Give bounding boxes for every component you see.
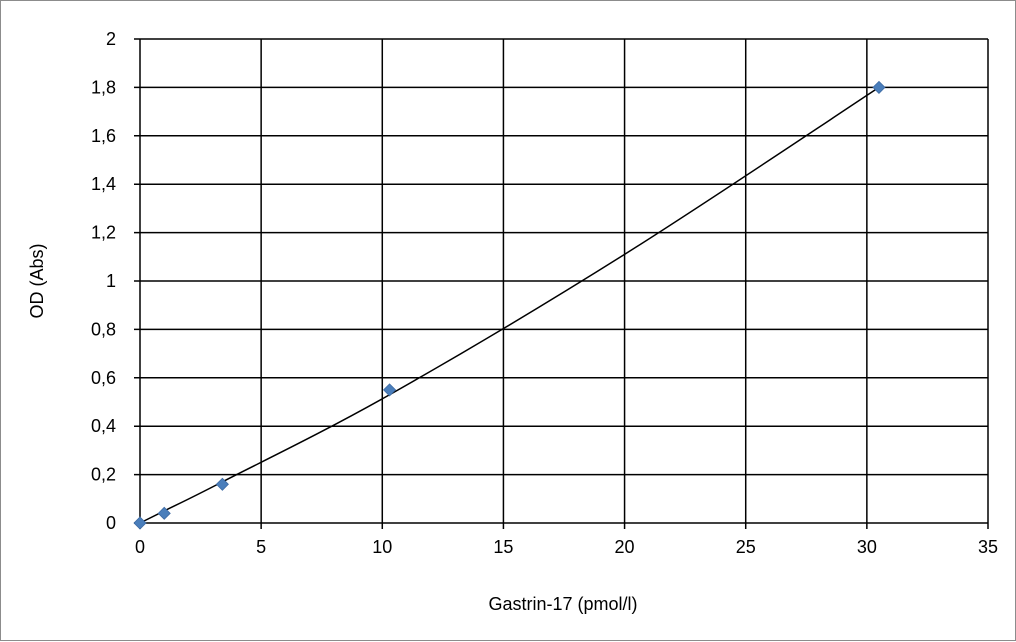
x-tick-label: 10 xyxy=(372,537,392,557)
x-tick-label: 25 xyxy=(736,537,756,557)
y-tick-label: 0,2 xyxy=(91,465,116,485)
x-axis-tick-labels: 0 5 10 15 20 25 30 35 xyxy=(135,537,998,557)
y-tick-label: 1,8 xyxy=(91,77,116,97)
x-tick-label: 30 xyxy=(857,537,877,557)
gridlines xyxy=(134,38,989,529)
y-tick-label: 1 xyxy=(106,271,116,291)
trendline-layer xyxy=(139,86,880,524)
y-tick-label: 0 xyxy=(106,513,116,533)
y-tick-label: 1,6 xyxy=(91,126,116,146)
x-tick-label: 35 xyxy=(978,537,998,557)
x-tick-label: 0 xyxy=(135,537,145,557)
data-point xyxy=(215,477,229,491)
y-axis-title: OD (Abs) xyxy=(27,243,47,318)
y-tick-label: 0,4 xyxy=(91,416,116,436)
data-points xyxy=(133,80,886,530)
y-tick-label: 1,2 xyxy=(91,223,116,243)
x-axis-title: Gastrin-17 (pmol/l) xyxy=(488,594,637,614)
x-tick-label: 15 xyxy=(493,537,513,557)
y-tick-label: 0,6 xyxy=(91,368,116,388)
y-axis-tick-labels: 0 0,2 0,4 0,6 0,8 1 1,2 1,4 1,6 1,8 2 xyxy=(91,29,116,533)
trendline xyxy=(139,86,880,524)
y-tick-label: 2 xyxy=(106,29,116,49)
y-tick-label: 1,4 xyxy=(91,174,116,194)
data-point xyxy=(872,80,886,94)
y-tick-label: 0,8 xyxy=(91,319,116,339)
x-tick-label: 5 xyxy=(256,537,266,557)
x-tick-label: 20 xyxy=(615,537,635,557)
data-point xyxy=(133,516,147,530)
data-point xyxy=(157,506,171,520)
data-point xyxy=(382,383,397,397)
